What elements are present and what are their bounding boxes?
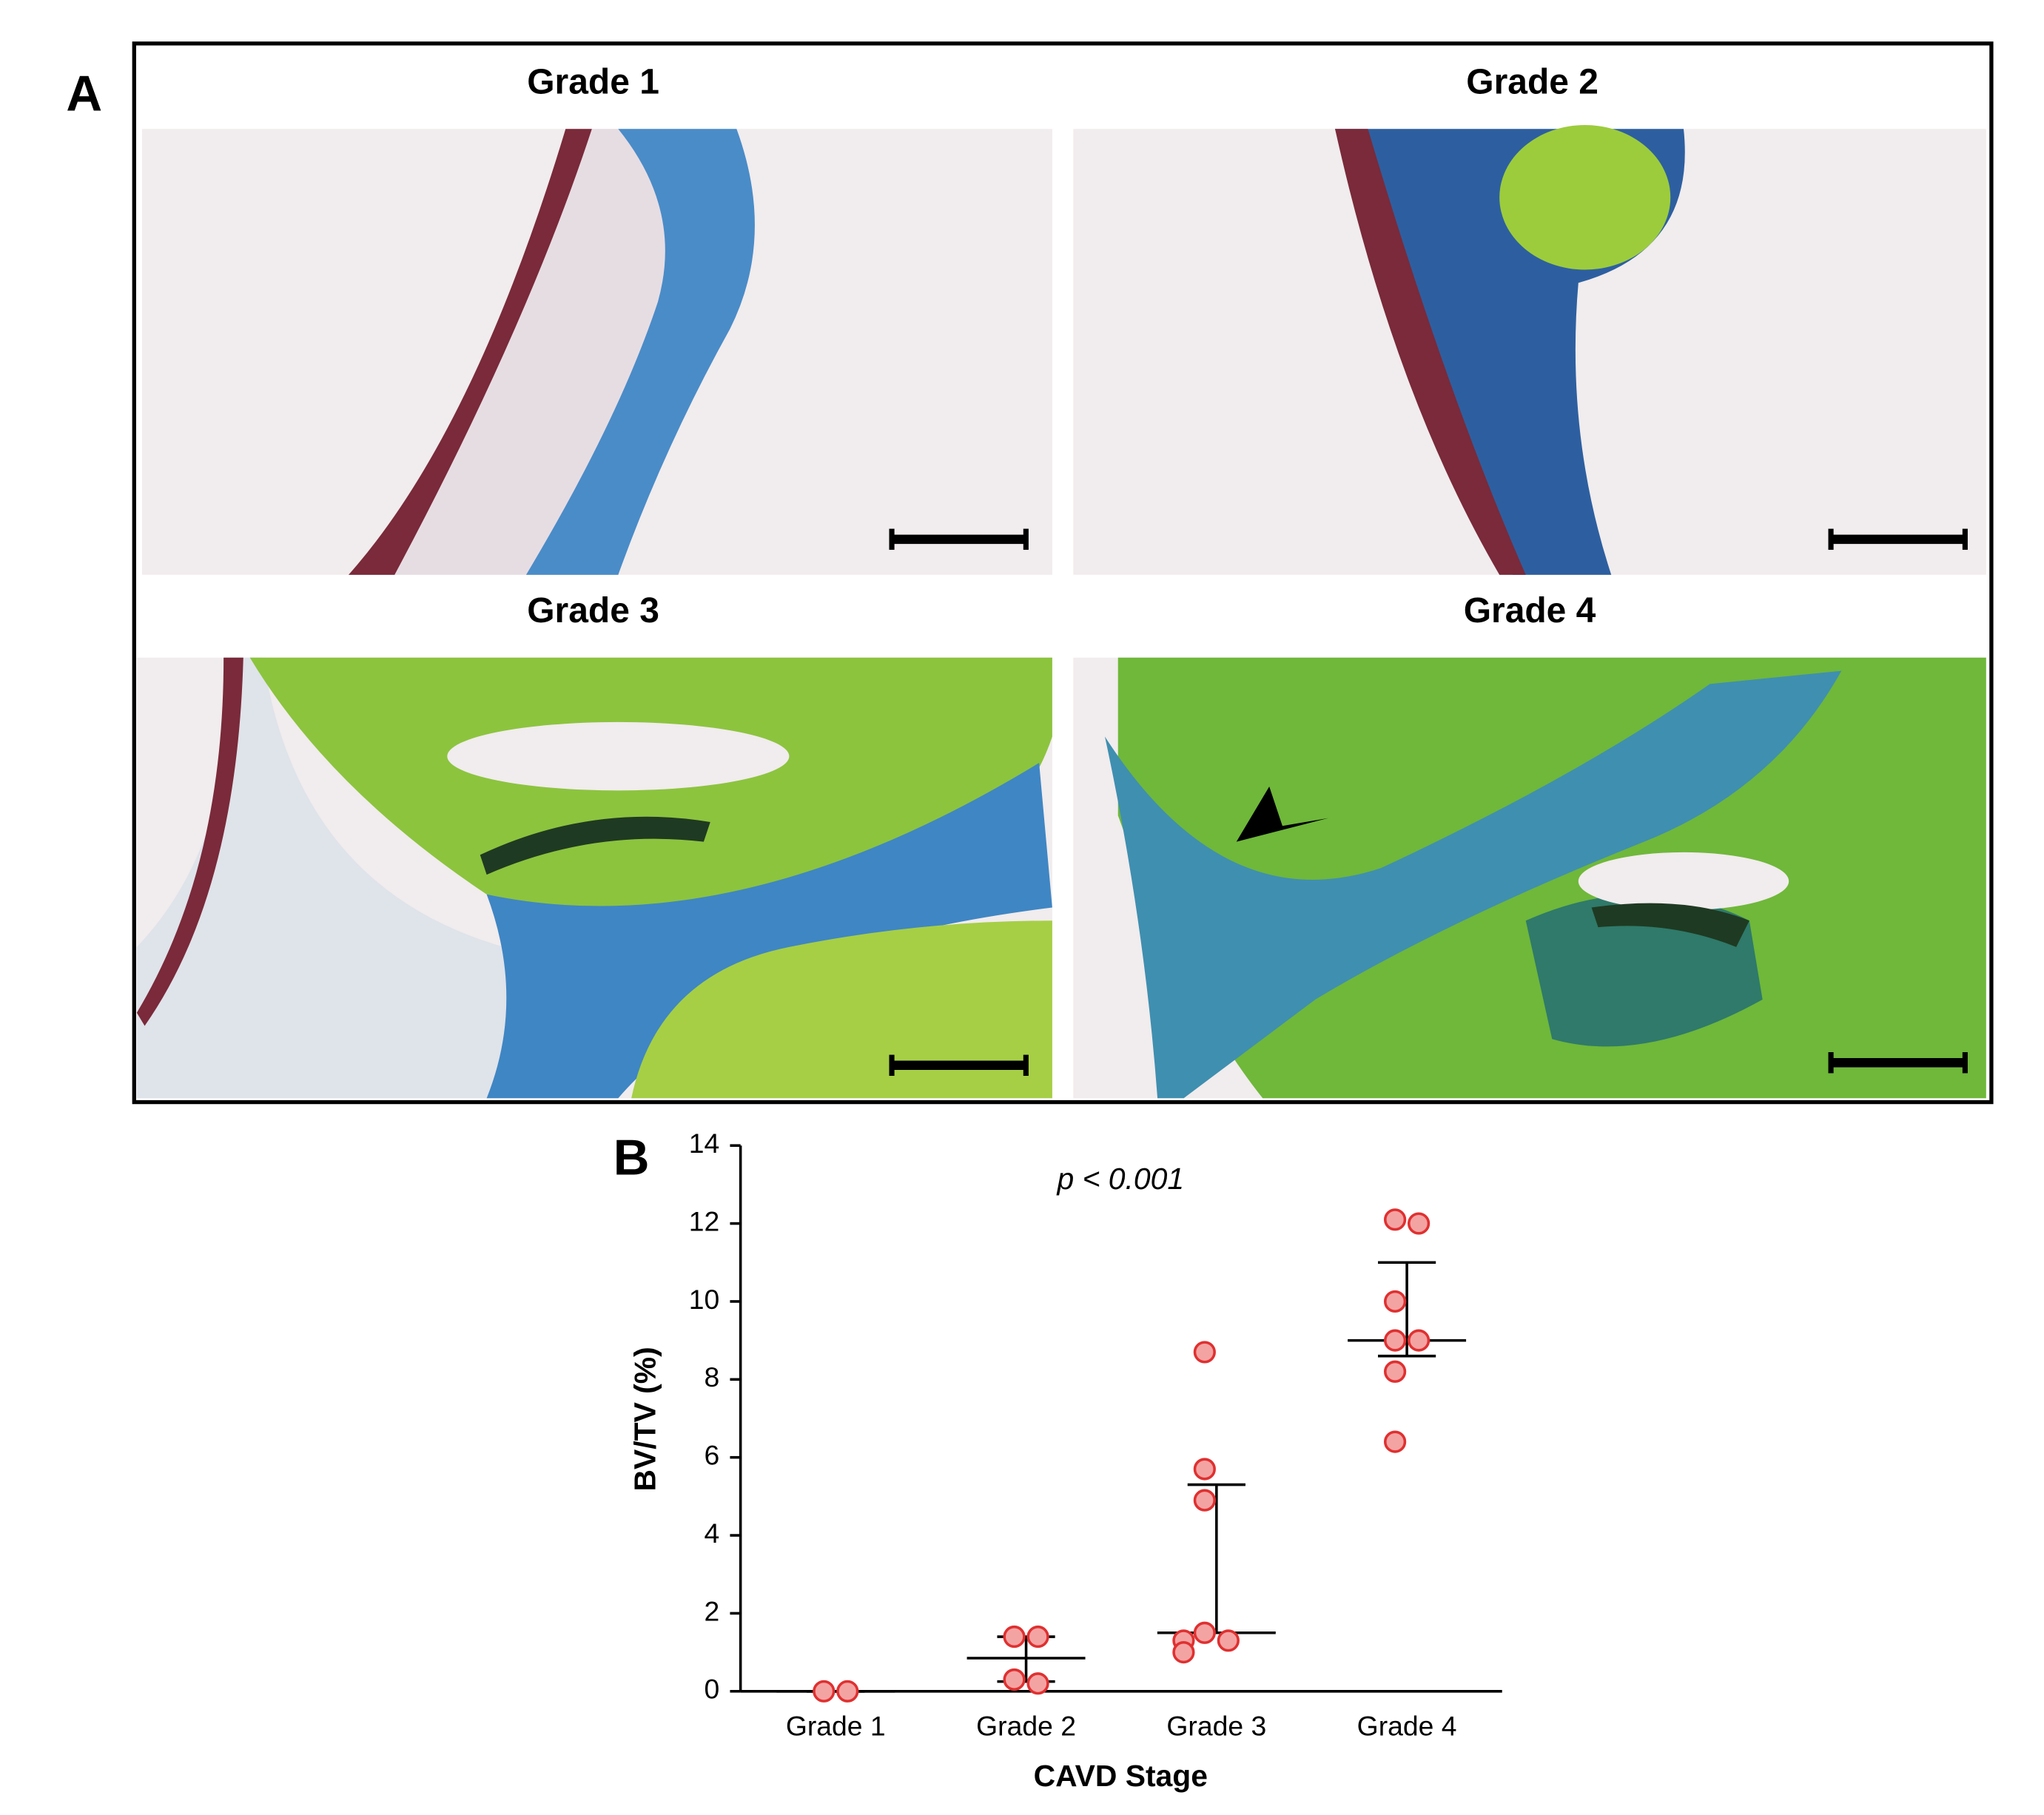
data-point bbox=[1407, 1212, 1431, 1235]
x-axis-label: CAVD Stage bbox=[1034, 1759, 1208, 1793]
micrograph bbox=[1073, 124, 1986, 575]
data-point bbox=[1383, 1430, 1407, 1453]
data-point bbox=[1383, 1329, 1407, 1352]
micrograph bbox=[141, 129, 1052, 575]
panel-title: Grade 3 bbox=[527, 591, 659, 630]
panel-title: Grade 1 bbox=[527, 63, 659, 102]
panel-label: B bbox=[613, 1130, 650, 1185]
data-point bbox=[1026, 1625, 1049, 1649]
data-point bbox=[1193, 1341, 1216, 1364]
data-point bbox=[1383, 1208, 1407, 1231]
data-point bbox=[1193, 1489, 1216, 1512]
y-tick-label: 4 bbox=[704, 1518, 719, 1549]
x-tick-label: Grade 1 bbox=[786, 1710, 886, 1741]
panel-label: A bbox=[66, 66, 102, 121]
y-tick-label: 2 bbox=[704, 1595, 719, 1626]
data-point bbox=[1407, 1329, 1431, 1352]
data-point bbox=[1217, 1629, 1240, 1652]
y-tick-label: 0 bbox=[704, 1674, 719, 1705]
y-axis-label: BV/TV (%) bbox=[628, 1347, 662, 1491]
y-tick-label: 8 bbox=[704, 1361, 719, 1393]
data-point bbox=[1003, 1625, 1026, 1649]
data-point bbox=[1193, 1621, 1216, 1644]
data-point bbox=[1193, 1458, 1216, 1481]
y-tick-label: 12 bbox=[689, 1205, 720, 1236]
data-point bbox=[813, 1680, 836, 1703]
data-point bbox=[1172, 1641, 1195, 1664]
arrowhead bbox=[1236, 786, 1329, 842]
y-tick-label: 14 bbox=[689, 1128, 720, 1159]
panel-title: Grade 4 bbox=[1464, 591, 1596, 630]
data-point bbox=[1026, 1672, 1049, 1695]
annotation: p < 0.001 bbox=[1056, 1162, 1185, 1196]
x-tick-label: Grade 4 bbox=[1357, 1710, 1457, 1741]
data-point bbox=[836, 1680, 859, 1703]
y-tick-label: 6 bbox=[704, 1440, 719, 1471]
x-tick-label: Grade 2 bbox=[976, 1710, 1076, 1741]
data-point bbox=[1383, 1360, 1407, 1383]
data-point bbox=[1003, 1668, 1026, 1691]
data-point bbox=[1383, 1290, 1407, 1313]
micrograph bbox=[136, 657, 1052, 1099]
x-tick-label: Grade 3 bbox=[1166, 1710, 1266, 1741]
y-tick-label: 10 bbox=[689, 1284, 720, 1315]
panel-title: Grade 2 bbox=[1466, 63, 1598, 102]
micrograph bbox=[1073, 657, 1986, 1099]
